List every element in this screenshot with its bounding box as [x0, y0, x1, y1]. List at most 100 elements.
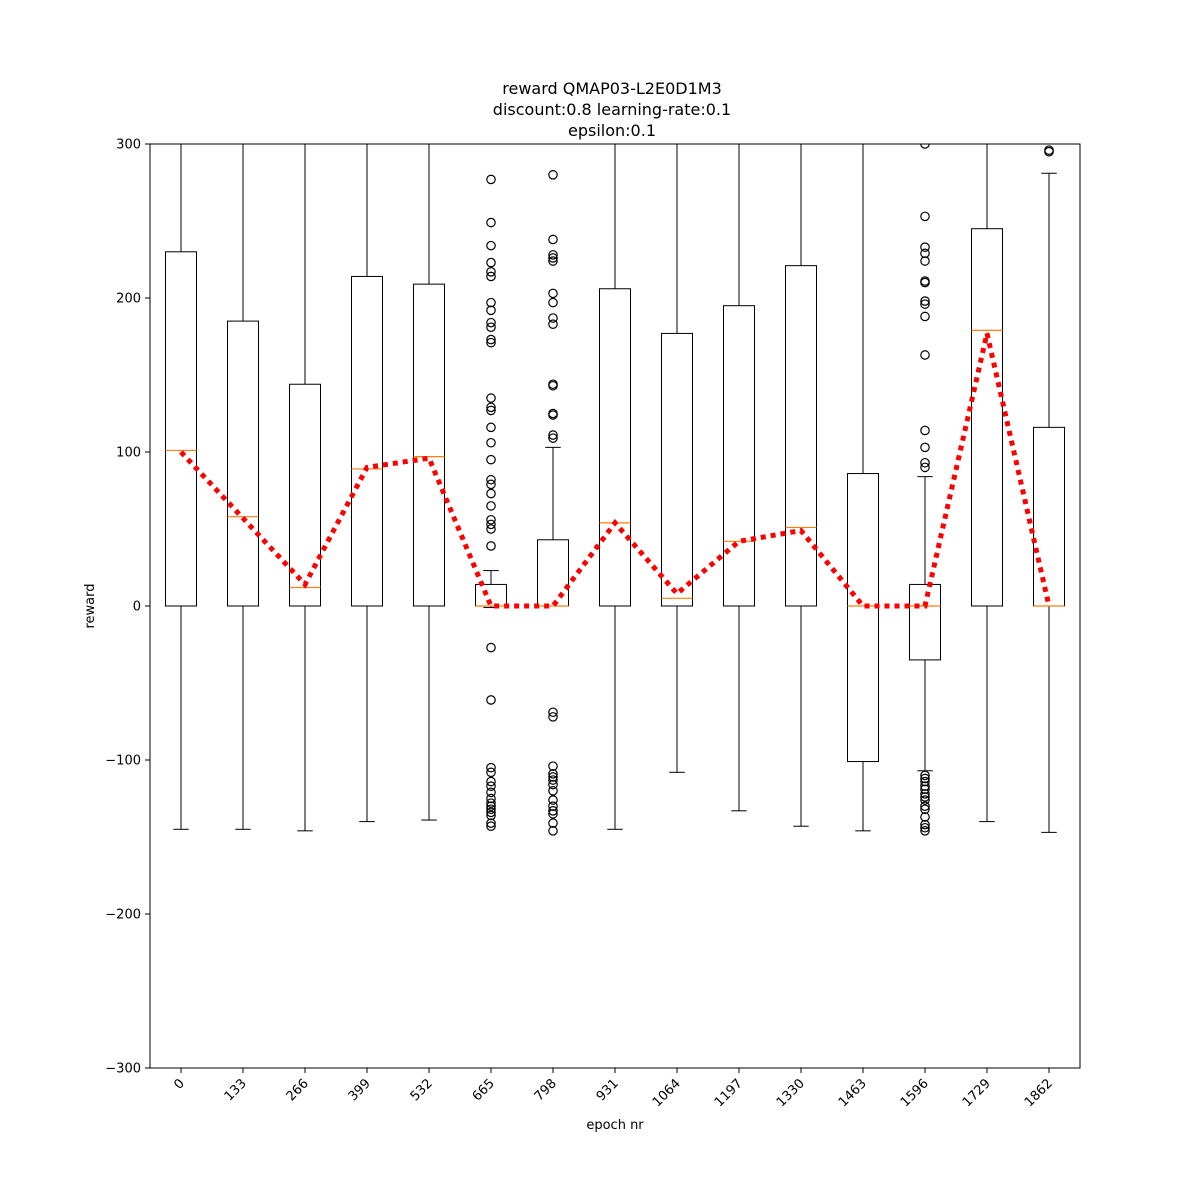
- box-0: [165, 144, 197, 830]
- outlier-point: [920, 781, 930, 791]
- outlier-point: [486, 501, 496, 511]
- chart-title-line-3: epsilon:0.1: [568, 121, 656, 140]
- plot-area: [165, 144, 1065, 836]
- outlier-point: [920, 350, 930, 360]
- outlier-point: [486, 810, 496, 821]
- outlier-point: [486, 514, 496, 525]
- outlier-point: [548, 380, 558, 391]
- outlier-point: [920, 776, 930, 787]
- outlier-point: [486, 541, 496, 551]
- box-iqr: [785, 265, 817, 607]
- outlier-point: [486, 787, 496, 798]
- outlier-point: [548, 319, 558, 329]
- box-iqr: [599, 288, 631, 607]
- box-133: [227, 144, 259, 830]
- x-tick-label: 1064: [650, 1076, 684, 1110]
- box-iqr: [723, 305, 755, 607]
- outlier-point: [486, 402, 496, 413]
- outlier-point: [548, 769, 558, 779]
- x-tick-label: 665: [470, 1076, 498, 1104]
- box-798: [537, 170, 569, 836]
- x-tick-label: 1463: [836, 1076, 870, 1110]
- x-tick-label: 1330: [774, 1076, 808, 1110]
- outlier-point: [920, 256, 930, 266]
- outlier-point: [548, 297, 558, 308]
- y-tick-label: −100: [105, 754, 141, 769]
- outlier-point: [548, 809, 558, 819]
- box-931: [599, 144, 631, 830]
- x-tick-label: 399: [346, 1076, 374, 1104]
- outlier-point: [486, 474, 496, 485]
- outlier-point: [548, 430, 558, 440]
- outlier-point: [548, 712, 558, 722]
- outlier-point: [548, 785, 558, 796]
- boxes-group: [165, 144, 1065, 836]
- y-axis: −300 −200 −100 0 100 200 300: [105, 138, 150, 1077]
- outlier-point: [486, 174, 496, 185]
- outlier-point: [486, 454, 496, 465]
- outlier-point: [486, 257, 496, 268]
- outlier-point: [920, 425, 930, 436]
- box-399: [351, 144, 383, 823]
- box-iqr: [537, 539, 569, 607]
- outlier-point: [486, 781, 496, 791]
- box-iqr: [909, 583, 941, 661]
- outlier-point: [920, 211, 930, 222]
- outlier-point: [548, 170, 558, 180]
- outlier-point: [486, 305, 496, 316]
- box-iqr: [1033, 426, 1065, 607]
- x-tick-label: 1729: [960, 1076, 994, 1110]
- box-1463: [847, 144, 879, 832]
- outlier-point: [548, 313, 558, 323]
- outlier-point: [548, 779, 558, 790]
- outlier-point: [486, 437, 496, 448]
- outlier-point: [486, 267, 496, 277]
- outlier-point: [548, 256, 558, 266]
- box-266: [289, 144, 321, 832]
- outlier-point: [920, 442, 930, 453]
- outlier-point: [486, 405, 496, 416]
- outlier-point: [548, 775, 558, 785]
- box-1596: [909, 144, 941, 836]
- outlier-point: [486, 217, 496, 228]
- outlier-point: [920, 242, 930, 252]
- outlier-point: [548, 253, 558, 263]
- outlier-point: [486, 322, 496, 333]
- outlier-point: [486, 240, 496, 251]
- outlier-point: [486, 479, 496, 490]
- outlier-point: [920, 789, 930, 799]
- outlier-point: [486, 297, 496, 308]
- outlier-point: [920, 812, 930, 822]
- outlier-point: [920, 804, 930, 815]
- outlier-point: [920, 457, 930, 468]
- outlier-point: [920, 826, 930, 836]
- outlier-point: [920, 819, 930, 830]
- outlier-point: [548, 826, 558, 836]
- outlier-point: [486, 762, 496, 773]
- box-665: [475, 174, 507, 832]
- x-axis: 0 133 266 399 532 665 798 931 1064 1197 1330 1463 15…: [171, 1068, 1056, 1110]
- outlier-point: [548, 818, 558, 828]
- box-iqr: [289, 383, 321, 607]
- box-1862: [1033, 145, 1065, 833]
- box-iqr: [165, 251, 197, 607]
- outlier-point: [920, 462, 930, 473]
- box-iqr: [847, 473, 879, 763]
- y-tick-label: −300: [105, 1062, 141, 1077]
- x-tick-label: 1197: [712, 1076, 746, 1110]
- outlier-point: [548, 250, 558, 260]
- outlier-point: [920, 311, 930, 322]
- box-532: [413, 144, 445, 821]
- outlier-point: [486, 818, 496, 828]
- outlier-point: [486, 317, 496, 328]
- y-tick-label: 0: [133, 600, 141, 615]
- outlier-point: [486, 793, 496, 804]
- outlier-point: [548, 795, 558, 805]
- box-iqr: [661, 332, 693, 607]
- x-tick-label: 931: [594, 1076, 622, 1104]
- outlier-point: [486, 804, 496, 815]
- outlier-point: [486, 524, 496, 534]
- outlier-point: [486, 488, 496, 499]
- outlier-point: [548, 761, 558, 771]
- x-tick-label: 0: [171, 1076, 187, 1092]
